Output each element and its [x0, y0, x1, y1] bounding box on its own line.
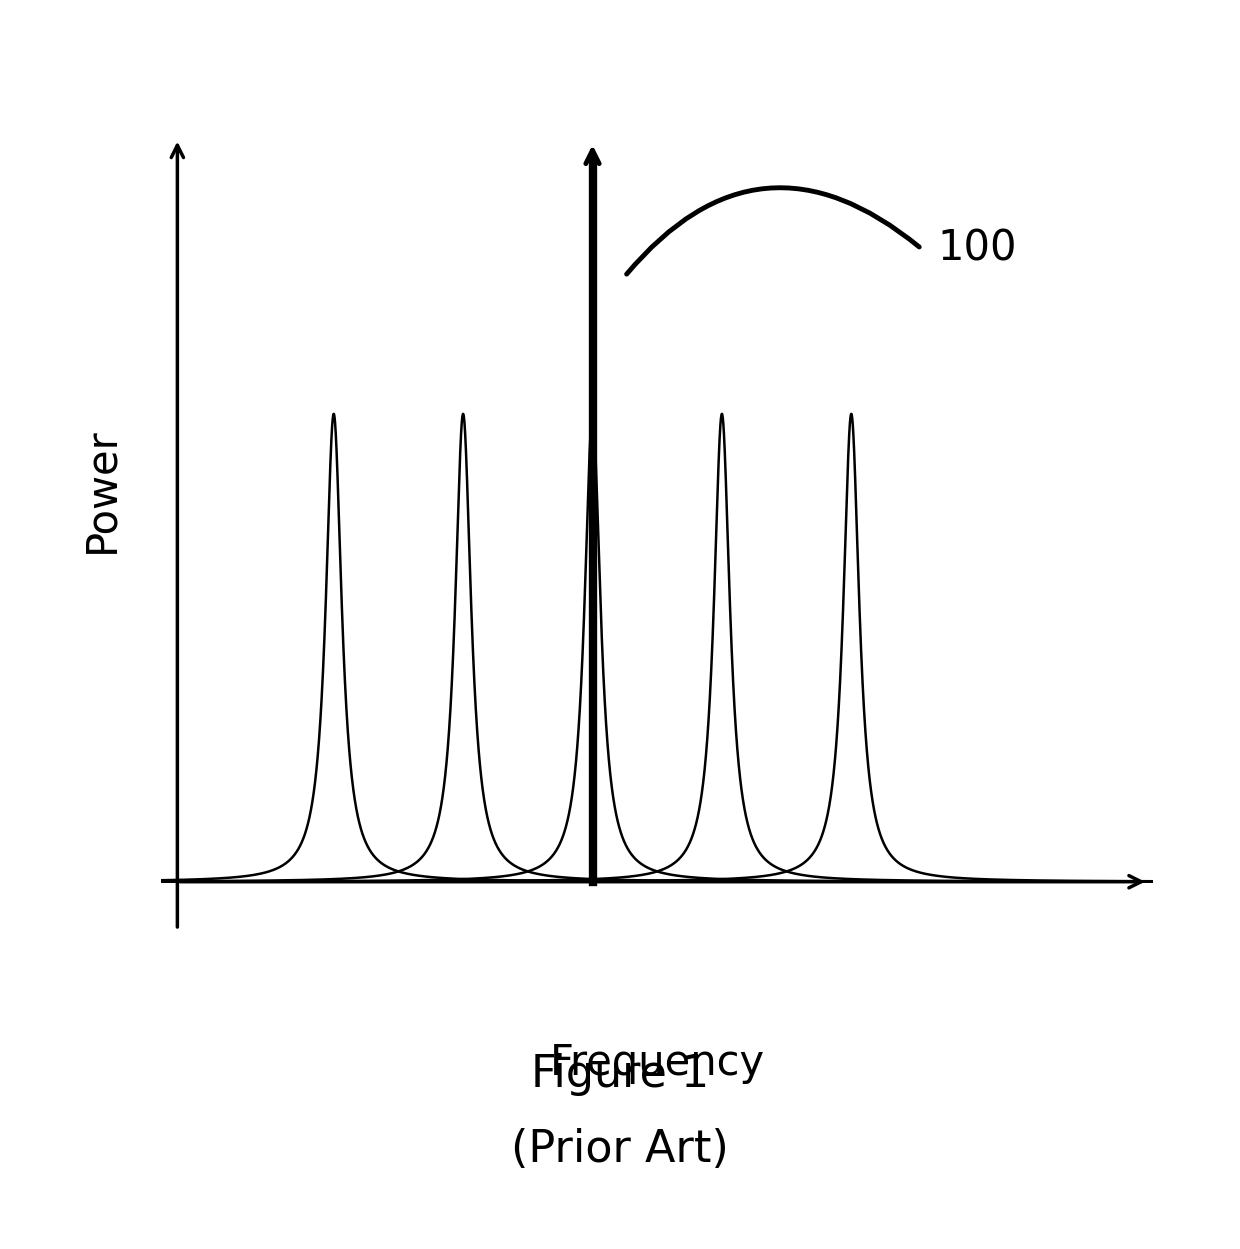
Text: (Prior Art): (Prior Art) [511, 1128, 729, 1170]
Text: 100: 100 [937, 227, 1017, 270]
Text: Power: Power [81, 427, 123, 553]
Text: Figure 1: Figure 1 [531, 1053, 709, 1095]
Text: Frequency: Frequency [549, 1042, 765, 1084]
